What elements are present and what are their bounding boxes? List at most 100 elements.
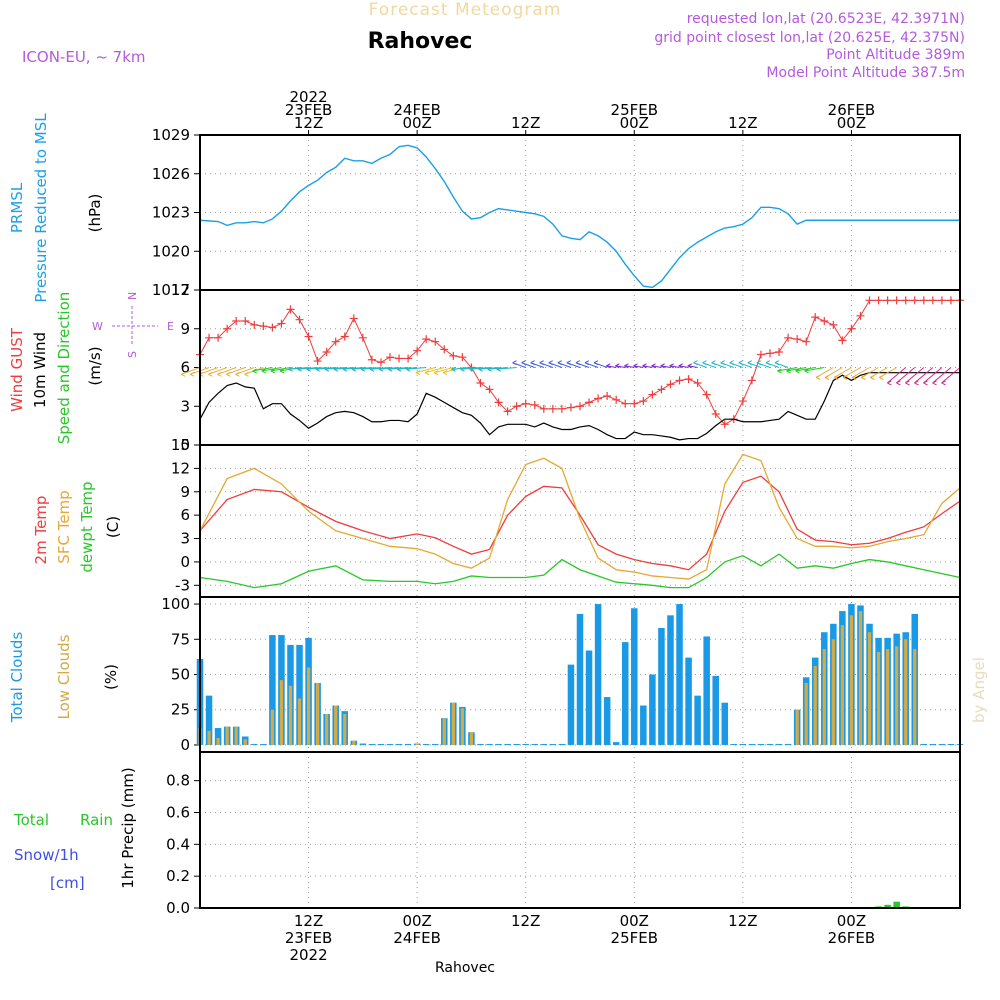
sfc-temp-line <box>199 453 961 580</box>
gust-point <box>630 399 639 408</box>
gust-point <box>376 358 385 367</box>
y-tick-label: 9 <box>180 483 190 501</box>
pressure-label-1: PRMSL <box>8 182 26 233</box>
wind-direction-arrow-head <box>804 368 809 374</box>
low-cloud-bar <box>279 680 284 745</box>
wind-direction-arrow <box>941 367 961 384</box>
panel-frame-precip <box>199 751 961 909</box>
total-cloud-bar <box>757 743 765 745</box>
wind-direction-arrow-head <box>530 360 535 366</box>
bottom-time-tick-label: 12Z <box>294 912 323 930</box>
temp-dewpt-label: dewpt Temp <box>78 481 96 572</box>
wind-direction-arrow <box>406 367 427 370</box>
wind-direction-arrow <box>795 367 816 372</box>
top-time-tick-label: 26FEB <box>828 101 875 119</box>
wind-direction-arrow <box>252 367 273 372</box>
gust-point <box>367 355 376 364</box>
total-cloud-bar <box>359 743 367 745</box>
low-cloud-bar <box>804 682 808 745</box>
wind-direction-arrow-head <box>539 360 544 366</box>
gust-point <box>874 296 883 305</box>
pressure-unit: (hPa) <box>86 194 104 233</box>
y-tick-label: 1029 <box>152 126 190 144</box>
wind-direction-arrow-head <box>180 371 186 377</box>
wind-line <box>199 372 960 441</box>
total-cloud-bar <box>649 674 656 745</box>
total-cloud-bar <box>368 743 376 745</box>
low-cloud-bar <box>207 730 211 745</box>
wind-direction-arrow-head <box>496 366 501 372</box>
y-tick-label: 100 <box>161 595 190 613</box>
wind-direction-arrow-head <box>693 360 698 366</box>
gust-point <box>865 296 874 305</box>
gust-point <box>539 404 548 413</box>
gust-point <box>738 397 747 406</box>
low-cloud-bar <box>325 713 329 745</box>
wind-direction-arrow-head <box>297 366 302 372</box>
y-tick-label: 0.0 <box>166 899 190 917</box>
wind-direction-arrow-head <box>747 360 753 366</box>
gust-point <box>295 315 304 324</box>
compass-east: E <box>167 320 174 333</box>
wind-direction-arrow-head <box>333 366 339 372</box>
total-cloud-bar <box>540 743 548 745</box>
low-cloud-bar <box>795 709 799 745</box>
wind-direction-arrow-head <box>387 366 393 372</box>
total-cloud-bar <box>513 743 520 745</box>
gust-point <box>937 296 946 305</box>
total-cloud-bar <box>205 695 213 745</box>
gust-point <box>503 407 512 416</box>
low-cloud-bar <box>352 740 356 745</box>
y-tick-label: 1020 <box>152 242 190 260</box>
wind-direction-arrow-head <box>351 366 357 372</box>
gust-point <box>621 399 630 408</box>
gust-point <box>892 296 901 305</box>
y-tick-label: 6 <box>180 359 190 377</box>
total-cloud-bar <box>260 743 267 745</box>
total-cloud-bar <box>667 615 674 745</box>
gust-point <box>784 333 793 342</box>
wind-direction-arrow-head <box>651 363 656 369</box>
low-cloud-bar <box>243 739 247 745</box>
gust-point <box>268 323 277 332</box>
total-cloud-bar <box>712 675 719 745</box>
wind-direction-arrow-head <box>932 380 937 386</box>
footer-location: Rahovec <box>435 960 495 976</box>
gust-point <box>404 354 413 363</box>
bottom-time-tick-label: 12Z <box>728 912 757 930</box>
wind-direction-arrow <box>777 367 798 372</box>
y-tick-label: 0.6 <box>166 803 190 821</box>
gust-point <box>693 379 702 387</box>
y-tick-label: 0 <box>180 553 190 571</box>
y-tick-label: 50 <box>171 666 190 684</box>
gust-point <box>612 395 621 404</box>
top-time-tick-label: 00Z <box>402 114 431 132</box>
wind-direction-arrow-head <box>624 363 629 369</box>
grid-point-coords: grid point closest lon,lat (20.625E, 42.… <box>654 30 965 46</box>
low-cloud-bar <box>306 667 311 745</box>
dewpoint-line <box>199 553 961 589</box>
wind-direction-arrow-head <box>451 366 456 372</box>
low-cloud-bar <box>822 649 826 745</box>
low-clouds-label: Low Clouds <box>55 634 73 719</box>
total-cloud-bar <box>377 743 385 745</box>
total-cloud-bar <box>386 743 394 745</box>
watermark: by Angel <box>970 657 988 723</box>
y-tick-label: 3 <box>180 397 190 415</box>
top-time-tick-label: 23FEB <box>285 101 332 119</box>
gust-point <box>775 348 784 356</box>
top-time-tick-label: 12Z <box>728 114 757 132</box>
wind-direction-arrow-head <box>633 363 638 369</box>
bottom-time-tick-label: 12Z <box>511 912 540 930</box>
total-cloud-bar <box>703 636 710 745</box>
wind-direction-arrow-head <box>360 366 366 372</box>
y-tick-label: 0 <box>180 736 190 754</box>
requested-coords: requested lon,lat (20.6523E, 42.3971N) <box>687 11 965 27</box>
total-cloud-bar <box>567 664 575 745</box>
model-altitude: Model Point Altitude 387.5m <box>766 65 965 81</box>
wind-direction-arrow-head <box>306 366 311 372</box>
gust-point <box>358 333 367 342</box>
total-cloud-bar <box>477 743 484 745</box>
wind-direction-arrow-head <box>941 380 946 386</box>
gust-point <box>883 296 892 305</box>
